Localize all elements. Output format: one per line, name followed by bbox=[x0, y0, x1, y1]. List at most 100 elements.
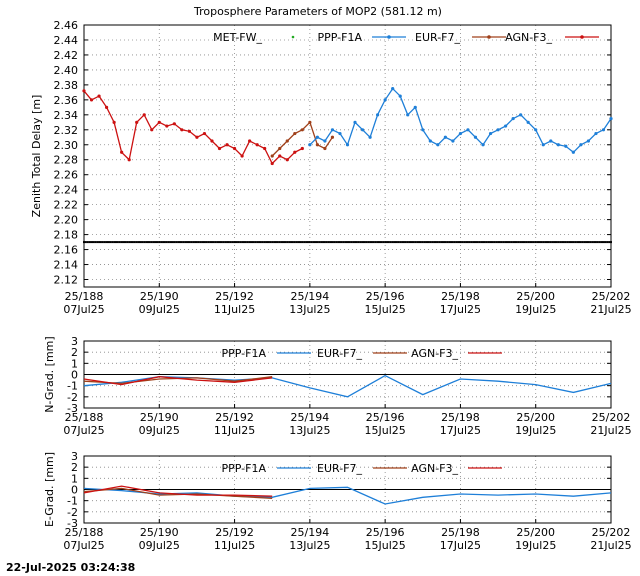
met-point bbox=[163, 241, 166, 244]
x-tick-date-label: 13Jul25 bbox=[289, 303, 330, 316]
met-point bbox=[512, 241, 515, 244]
series-point bbox=[263, 146, 267, 151]
met-point bbox=[365, 241, 368, 244]
x-tick-label: 25/190 bbox=[140, 526, 179, 539]
met-point bbox=[340, 241, 343, 244]
series-point bbox=[436, 143, 440, 147]
met-point bbox=[572, 241, 575, 244]
met-point bbox=[246, 241, 249, 244]
met-point bbox=[323, 241, 326, 244]
met-point bbox=[359, 241, 362, 244]
met-point bbox=[291, 241, 294, 244]
met-point bbox=[344, 241, 347, 244]
met-point bbox=[352, 241, 355, 244]
met-point bbox=[557, 241, 560, 244]
met-point bbox=[299, 241, 302, 244]
met-point bbox=[391, 241, 394, 244]
met-point bbox=[519, 241, 522, 244]
series-point bbox=[330, 135, 335, 139]
y-tick-label: 2.20 bbox=[54, 214, 79, 227]
legend-marker bbox=[387, 35, 391, 39]
series-point bbox=[556, 143, 560, 147]
x-tick-label: 25/196 bbox=[366, 526, 405, 539]
figure-title: Troposphere Parameters of MOP2 (581.12 m… bbox=[193, 5, 442, 18]
series-point bbox=[104, 105, 109, 109]
series-point bbox=[112, 120, 116, 124]
x-tick-date-label: 15Jul25 bbox=[365, 539, 406, 552]
y-tick-label: -3 bbox=[67, 517, 78, 530]
met-point bbox=[530, 241, 533, 244]
met-point bbox=[239, 241, 242, 244]
met-point bbox=[250, 241, 253, 244]
met-point bbox=[150, 241, 153, 244]
met-point bbox=[549, 241, 552, 244]
met-point bbox=[337, 241, 340, 244]
met-point bbox=[331, 241, 334, 244]
x-tick-date-label: 21Jul25 bbox=[590, 424, 631, 437]
met-point bbox=[273, 241, 276, 244]
series-point bbox=[82, 89, 86, 93]
met-point bbox=[553, 241, 556, 244]
y-tick-label: 2.42 bbox=[54, 49, 79, 62]
met-point bbox=[308, 241, 311, 244]
series-point bbox=[308, 143, 312, 147]
met-point bbox=[581, 241, 584, 244]
series-point bbox=[165, 124, 169, 128]
met-point bbox=[521, 241, 524, 244]
x-tick-label: 25/202 bbox=[592, 526, 631, 539]
x-tick-date-label: 15Jul25 bbox=[365, 424, 406, 437]
x-tick-label: 25/202 bbox=[592, 411, 631, 424]
met-point bbox=[361, 241, 364, 244]
met-point bbox=[310, 241, 313, 244]
met-point bbox=[389, 241, 392, 244]
met-point bbox=[591, 241, 594, 244]
x-tick-date-label: 21Jul25 bbox=[590, 539, 631, 552]
series-point bbox=[458, 131, 463, 136]
met-point bbox=[498, 241, 501, 244]
met-point bbox=[357, 241, 360, 244]
series-point bbox=[202, 131, 207, 136]
y-tick-label: 2.46 bbox=[54, 19, 79, 32]
ztd-panel: 2.12 2.14 2.16 2.18 2.20 2.22 2.24 2.26 2.28 2.30… bbox=[30, 19, 632, 316]
y-tick-label: -3 bbox=[67, 402, 78, 415]
x-tick-label: 25/188 bbox=[65, 526, 104, 539]
met-point bbox=[203, 241, 206, 244]
y-tick-label: 2 bbox=[71, 346, 78, 359]
series-point bbox=[391, 87, 395, 91]
met-point bbox=[419, 241, 422, 244]
met-point bbox=[154, 241, 157, 244]
met-point bbox=[305, 241, 308, 244]
met-point bbox=[145, 241, 148, 244]
met-point bbox=[401, 241, 404, 244]
x-tick-date-label: 07Jul25 bbox=[63, 303, 104, 316]
series-point bbox=[383, 98, 387, 102]
met-point bbox=[482, 241, 485, 244]
met-point bbox=[141, 241, 144, 244]
met-point bbox=[333, 241, 336, 244]
met-point bbox=[256, 241, 259, 244]
x-tick-date-label: 09Jul25 bbox=[139, 303, 180, 316]
met-point bbox=[410, 241, 413, 244]
x-tick-label: 25/188 bbox=[65, 411, 104, 424]
y-tick-label: -2 bbox=[67, 506, 78, 519]
y-axis-label: Zenith Total Delay [m] bbox=[30, 95, 43, 218]
met-point bbox=[399, 241, 402, 244]
met-point bbox=[459, 241, 462, 244]
x-tick-date-label: 09Jul25 bbox=[139, 539, 180, 552]
met-point bbox=[542, 241, 545, 244]
series-point bbox=[270, 161, 274, 166]
series-line bbox=[83, 485, 273, 497]
series-point bbox=[496, 128, 500, 132]
x-tick-label: 25/198 bbox=[441, 526, 480, 539]
y-tick-label: 1 bbox=[71, 357, 78, 370]
met-point bbox=[412, 241, 415, 244]
met-point bbox=[165, 241, 168, 244]
met-point bbox=[387, 241, 390, 244]
met-point bbox=[508, 241, 511, 244]
y-tick-label: 2.22 bbox=[54, 199, 79, 212]
met-point bbox=[276, 241, 279, 244]
met-point bbox=[374, 241, 377, 244]
series-point bbox=[323, 139, 327, 143]
met-point bbox=[455, 241, 458, 244]
x-tick-label: 25/200 bbox=[516, 411, 555, 424]
